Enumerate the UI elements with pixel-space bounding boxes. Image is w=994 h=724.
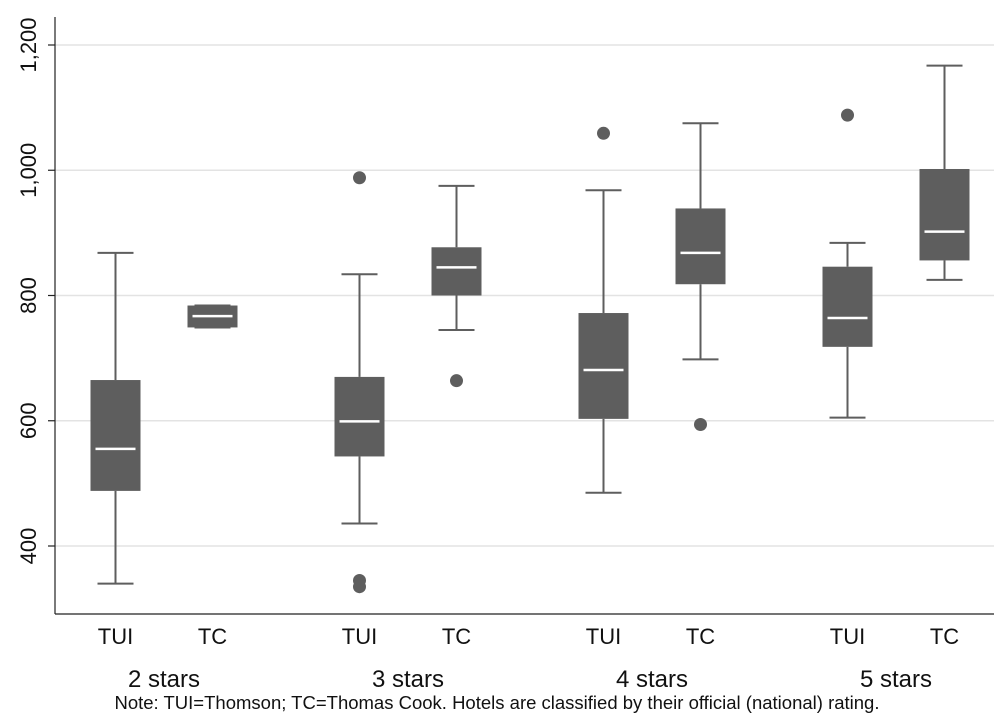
y-tick-label: 1,200 bbox=[16, 17, 41, 72]
box-4-stars-TC bbox=[675, 208, 726, 285]
y-tick-label: 400 bbox=[16, 528, 41, 565]
group-label: 4 stars bbox=[616, 666, 688, 690]
x-labels: TUI TC 2 stars TUI TC 3 stars TUI TC 4 stars TUI T… bbox=[98, 624, 960, 690]
outlier-point bbox=[694, 418, 707, 432]
outlier-point bbox=[353, 580, 366, 594]
outlier-point bbox=[450, 374, 463, 388]
box-label: TUI bbox=[586, 624, 621, 649]
y-ticks: 400 600 800 1,000 1,200 bbox=[16, 17, 55, 564]
boxes bbox=[90, 64, 970, 594]
y-tick-label: 800 bbox=[16, 277, 41, 314]
box-label: TC bbox=[442, 624, 471, 649]
group-label: 2 stars bbox=[128, 666, 200, 690]
group-label: 5 stars bbox=[860, 666, 932, 690]
box-label: TUI bbox=[342, 624, 377, 649]
y-tick-label: 1,000 bbox=[16, 143, 41, 198]
box-3-stars-TUI bbox=[334, 376, 385, 457]
box-5-stars-TC bbox=[919, 168, 970, 261]
box-plot-chart: 400 600 800 1,000 1,200 TUI TC 2 stars TUI TC 3 s… bbox=[16, 17, 994, 690]
box-3-stars-TC bbox=[431, 247, 482, 296]
axes bbox=[54, 17, 994, 615]
outlier-point bbox=[597, 126, 610, 140]
box-label: TC bbox=[686, 624, 715, 649]
box-label: TUI bbox=[98, 624, 133, 649]
box-label: TUI bbox=[830, 624, 865, 649]
box-2-stars-TUI bbox=[90, 380, 141, 491]
box-4-stars-TUI bbox=[578, 313, 629, 419]
outlier-point bbox=[841, 108, 854, 122]
box-label: TC bbox=[198, 624, 227, 649]
outlier-point bbox=[353, 171, 366, 185]
gridlines bbox=[55, 44, 994, 547]
chart-note: Note: TUI=Thomson; TC=Thomas Cook. Hotel… bbox=[114, 692, 880, 713]
y-tick-label: 600 bbox=[16, 402, 41, 439]
group-label: 3 stars bbox=[372, 666, 444, 690]
box-5-stars-TUI bbox=[822, 266, 873, 347]
box-label: TC bbox=[930, 624, 959, 649]
